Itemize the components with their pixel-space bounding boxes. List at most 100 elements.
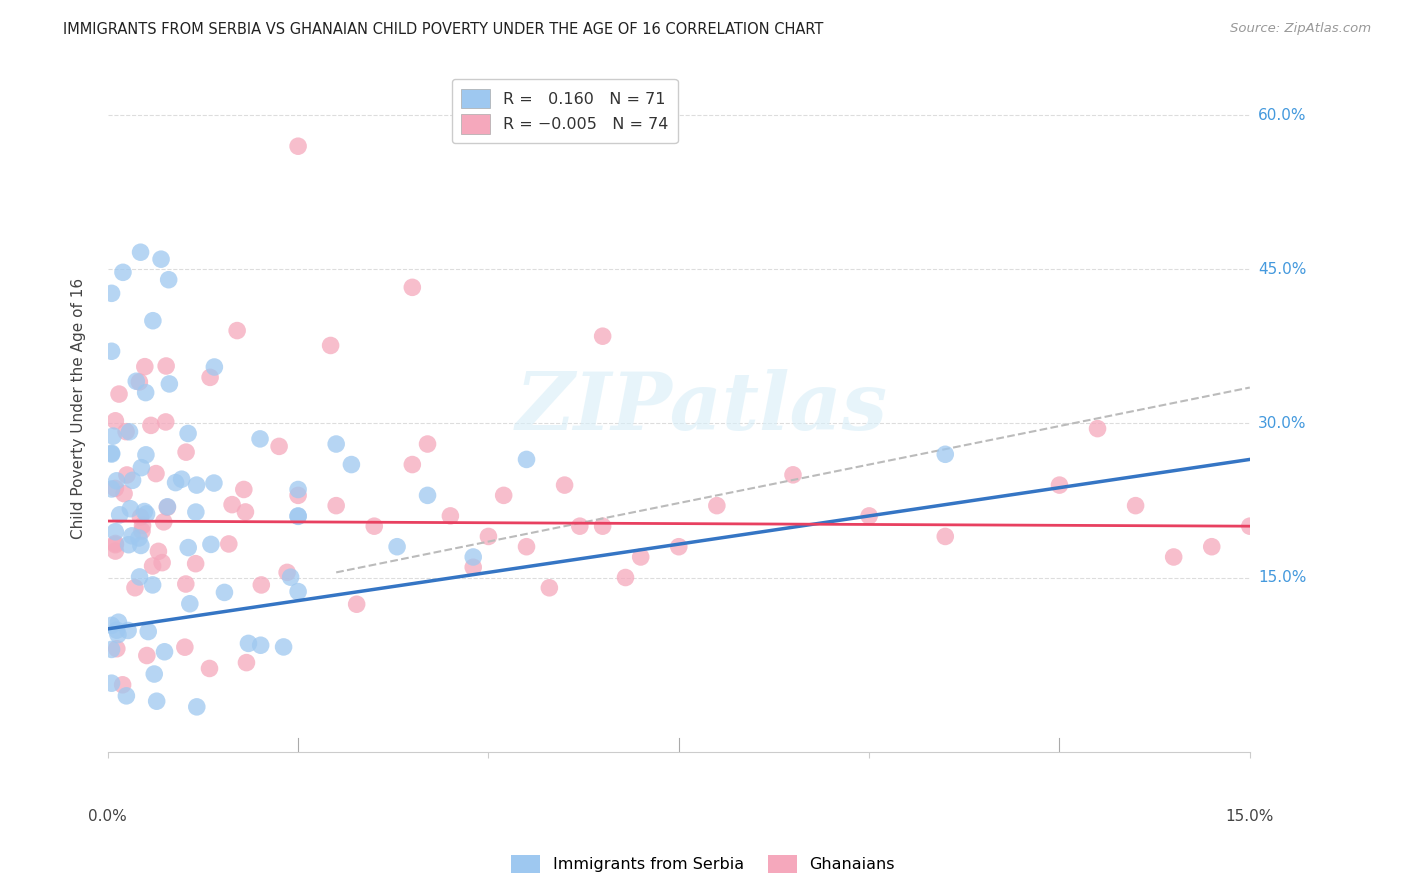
Point (782, 467, 804, 482)
Point (250, 578, 273, 592)
Point (131, 524, 153, 538)
Point (287, 488, 309, 502)
Point (538, 581, 561, 595)
Point (630, 549, 652, 564)
Point (170, 472, 193, 486)
Point (668, 540, 690, 554)
Point (1163, 549, 1185, 564)
Point (177, 541, 200, 555)
Point (108, 508, 131, 522)
Point (118, 425, 141, 439)
Point (145, 694, 167, 708)
Point (463, 560, 485, 574)
Legend: R =   0.160   N = 71, R = −0.005   N = 74: R = 0.160 N = 71, R = −0.005 N = 74 (451, 78, 678, 144)
Legend: Immigrants from Serbia, Ghanaians: Immigrants from Serbia, Ghanaians (505, 848, 901, 880)
Point (346, 597, 368, 611)
Point (100, 344, 122, 359)
Point (202, 476, 225, 491)
Point (280, 570, 302, 584)
Point (269, 439, 291, 453)
Text: 0.0%: 0.0% (89, 808, 127, 823)
Point (112, 486, 135, 500)
Point (150, 252, 173, 267)
Point (104, 524, 127, 539)
Point (107, 627, 129, 641)
Point (131, 518, 153, 533)
Point (135, 648, 157, 663)
Point (416, 437, 439, 451)
Point (186, 699, 208, 714)
Point (153, 645, 176, 659)
Point (218, 537, 240, 551)
Point (115, 689, 138, 703)
Point (124, 581, 146, 595)
Point (104, 544, 127, 558)
Point (235, 656, 257, 670)
Point (104, 538, 127, 552)
Point (385, 540, 408, 554)
Point (287, 584, 309, 599)
Point (135, 507, 157, 521)
Point (416, 488, 439, 502)
Text: 15.0%: 15.0% (1226, 808, 1274, 823)
Point (177, 426, 200, 441)
Point (202, 359, 225, 374)
Point (142, 578, 165, 592)
Point (115, 467, 138, 482)
Point (174, 577, 197, 591)
Point (477, 529, 499, 543)
Point (221, 498, 243, 512)
Point (129, 538, 152, 552)
Point (108, 387, 131, 401)
Text: 60.0%: 60.0% (1258, 108, 1306, 123)
Point (249, 432, 271, 446)
Point (135, 448, 157, 462)
Point (142, 314, 165, 328)
Point (515, 540, 537, 554)
Point (174, 445, 197, 459)
Point (100, 482, 122, 496)
Point (157, 273, 180, 287)
Point (492, 488, 515, 502)
Point (363, 519, 385, 533)
Point (325, 499, 347, 513)
Point (238, 636, 260, 650)
Point (111, 678, 134, 692)
Point (1201, 540, 1223, 554)
Point (100, 286, 122, 301)
Point (121, 529, 143, 543)
Point (173, 640, 195, 655)
Point (592, 329, 614, 343)
Point (287, 483, 309, 497)
Point (340, 458, 363, 472)
Point (1049, 478, 1071, 492)
Text: IMMIGRANTS FROM SERBIA VS GHANAIAN CHILD POVERTY UNDER THE AGE OF 16 CORRELATION: IMMIGRANTS FROM SERBIA VS GHANAIAN CHILD… (63, 22, 824, 37)
Point (1239, 519, 1261, 533)
Text: 45.0%: 45.0% (1258, 262, 1306, 277)
Point (156, 500, 179, 514)
Point (155, 359, 177, 373)
Point (143, 667, 166, 681)
Point (232, 483, 254, 497)
Point (568, 519, 591, 533)
Point (148, 544, 170, 558)
Point (150, 556, 173, 570)
Point (125, 374, 148, 388)
Point (858, 508, 880, 523)
Point (226, 324, 249, 338)
Point (249, 638, 271, 652)
Point (554, 478, 576, 492)
Point (129, 245, 152, 260)
Point (401, 280, 423, 294)
Point (165, 475, 187, 490)
Point (134, 504, 156, 518)
Point (117, 624, 139, 638)
Point (105, 474, 128, 488)
Point (111, 265, 134, 279)
Point (706, 499, 728, 513)
Point (131, 460, 153, 475)
Point (325, 437, 347, 451)
Point (120, 501, 142, 516)
Point (136, 624, 159, 639)
Point (152, 515, 174, 529)
